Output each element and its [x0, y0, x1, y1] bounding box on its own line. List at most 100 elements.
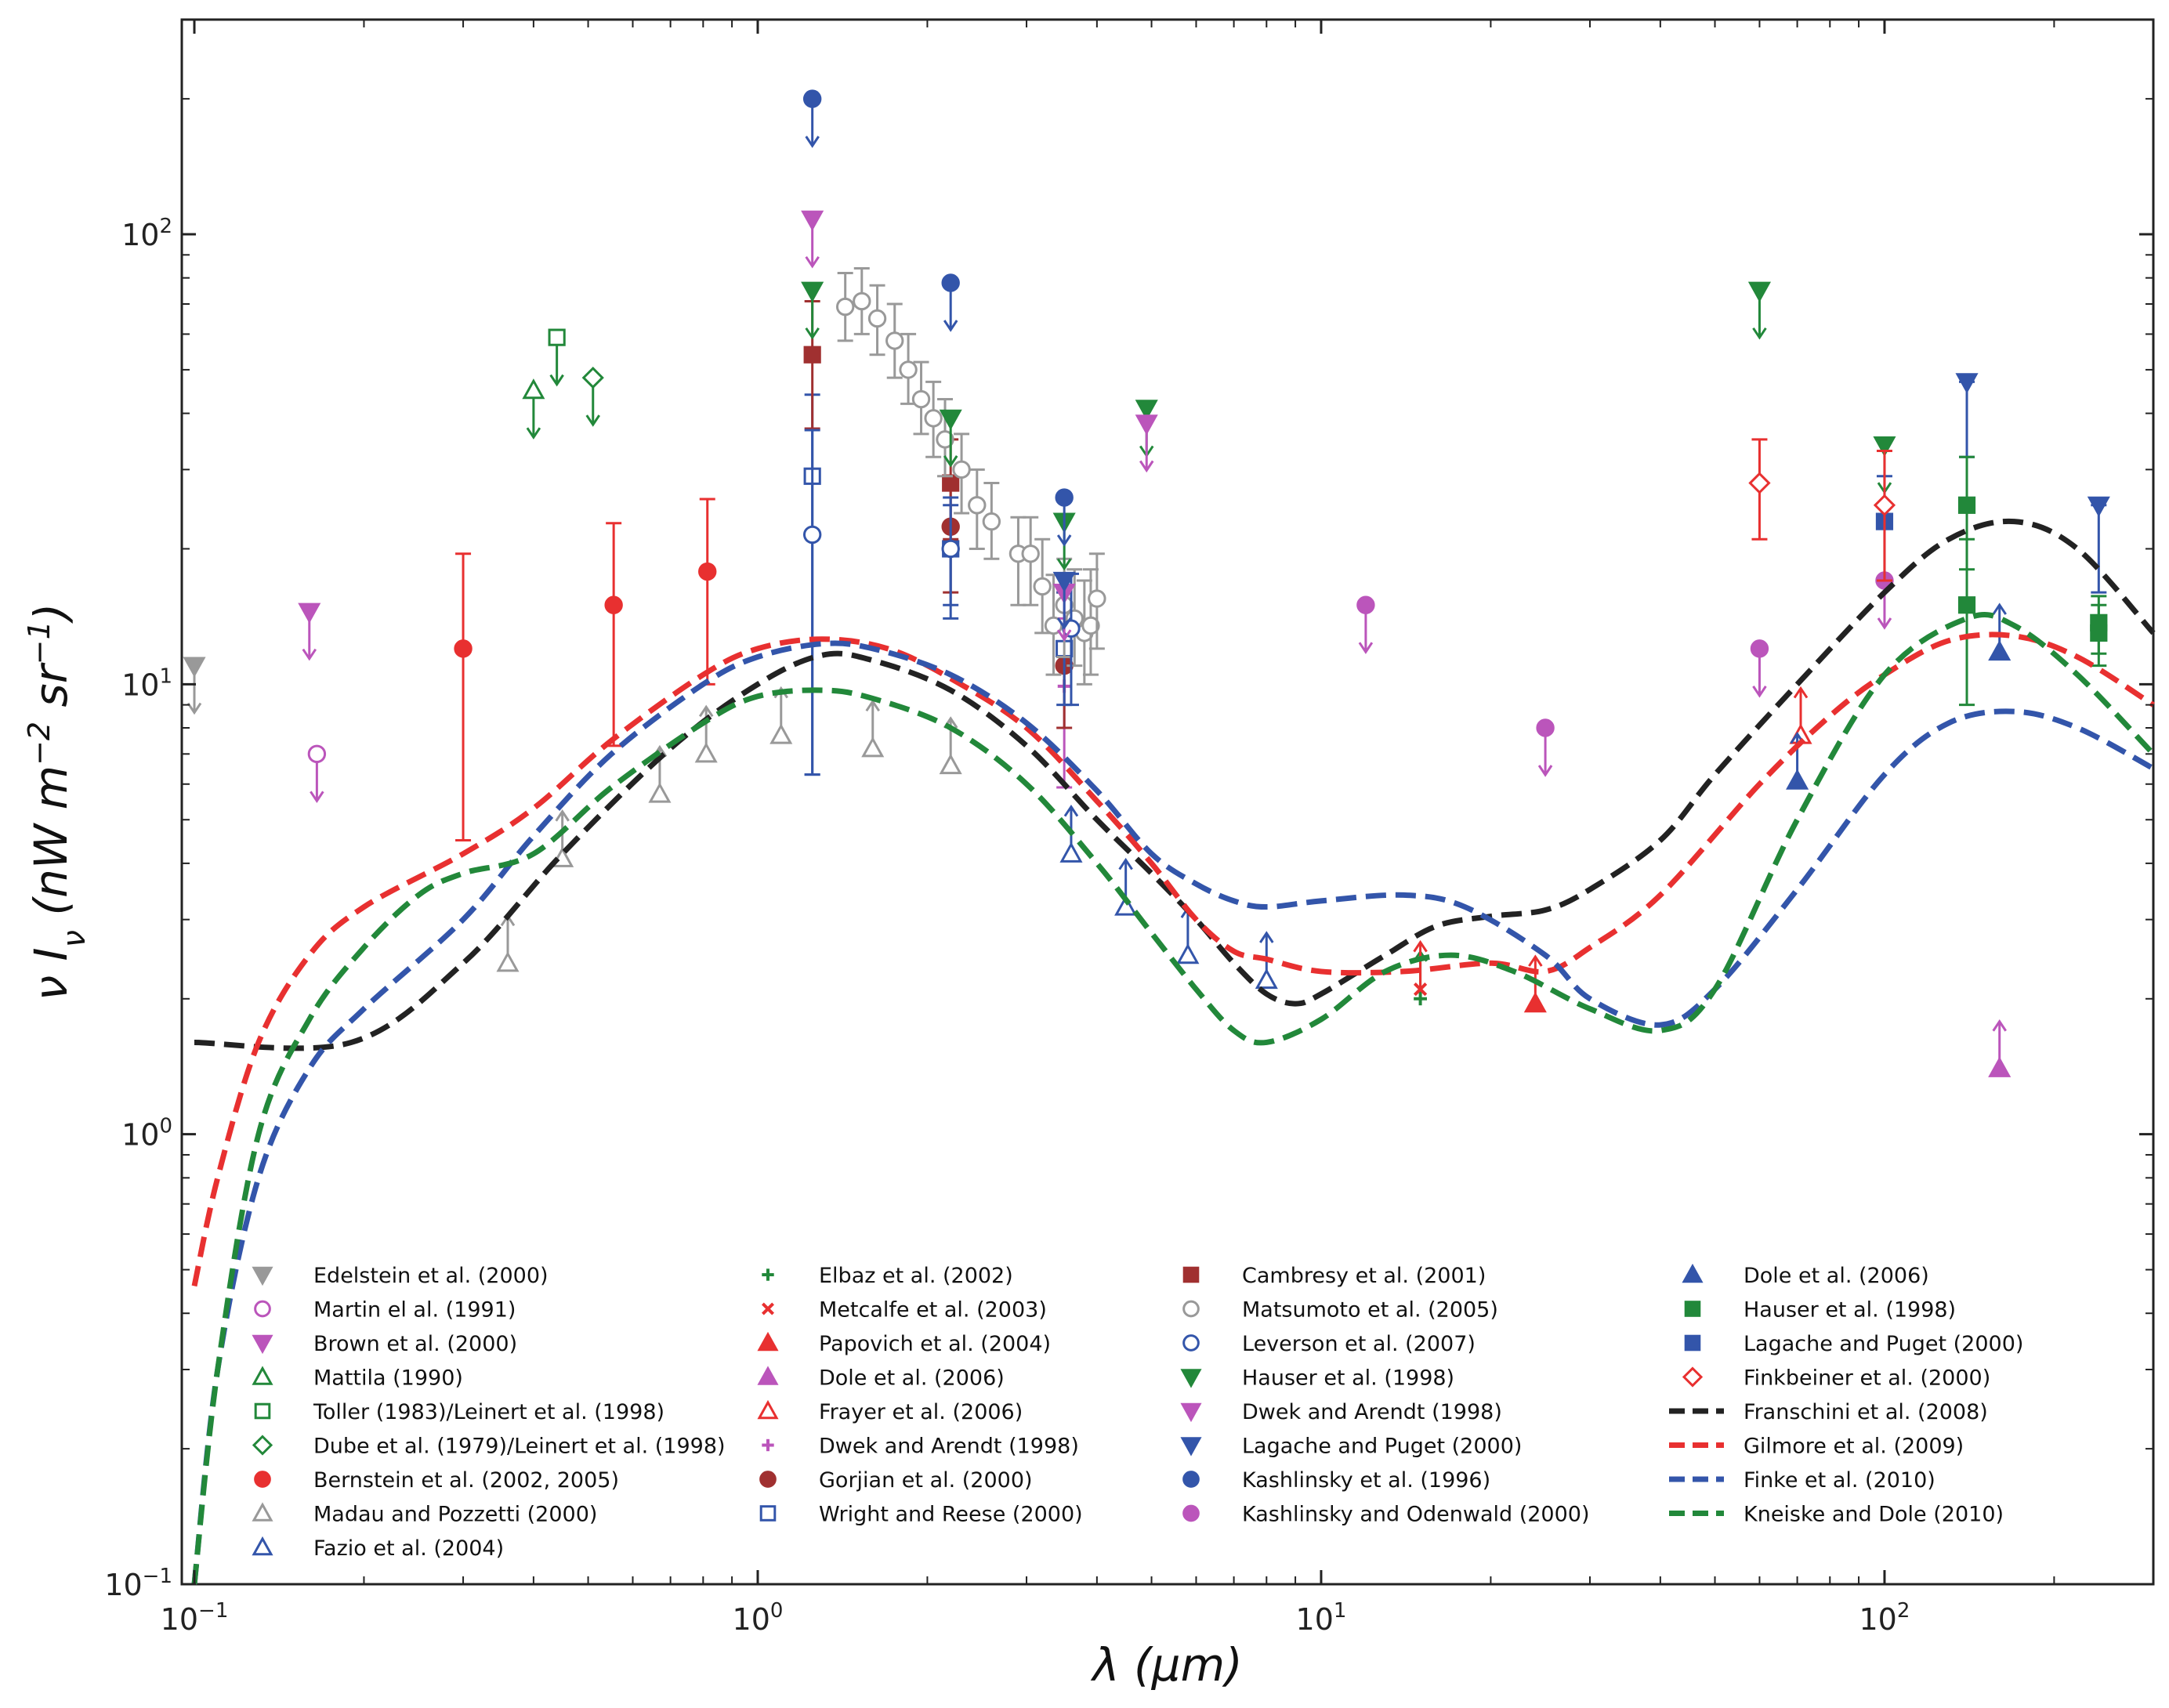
- x-tick-label: 101: [1296, 1599, 1347, 1637]
- legend-entry: Lagache and Puget (2000): [1180, 1435, 1522, 1459]
- data-point-brown-et-al-2000-0: [298, 603, 321, 661]
- data-point-matsumoto-et-al-2005-6: [924, 380, 943, 458]
- legend-entry: Leverson et al. (2007): [1182, 1332, 1476, 1356]
- data-point-edelstein-et-al-2000-0: [183, 657, 206, 715]
- y-tick-label: 100: [121, 1115, 172, 1153]
- legend-label: Lagache and Puget (2000): [1744, 1332, 2023, 1356]
- data-point-matsumoto-et-al-2005-10: [982, 482, 1001, 560]
- data-point-matsumoto-et-al-2005-18: [1081, 568, 1100, 676]
- x-tick-label: 102: [1859, 1599, 1910, 1637]
- axis-ticks: 10−1 100 101 102 10−1 100 101 102: [104, 19, 2154, 1637]
- legend-entry: Cambresy et al. (2001): [1182, 1264, 1486, 1288]
- data-point-matsumoto-et-al-2005-13: [1033, 537, 1052, 635]
- data-point-fazio-et-al-2004-3: [1255, 931, 1278, 990]
- legend-entry: Gorjian et al. (2000): [759, 1468, 1033, 1493]
- legend-entry: Matsumoto et al. (2005): [1182, 1298, 1498, 1323]
- data-point-kashlinsky-and-odenwald-2000-0: [1356, 595, 1375, 654]
- data-point-lagache-and-puget-2000-2: [2087, 496, 2110, 594]
- legend-entry: Wright and Reese (2000): [759, 1503, 1083, 1527]
- data-point-kashlinsky-and-odenwald-2000-3: [1875, 571, 1894, 630]
- y-tick-label: 101: [121, 664, 172, 702]
- legend-entry: Elbaz et al. (2002): [762, 1264, 1013, 1288]
- data-point-matsumoto-et-al-2005-1: [853, 267, 871, 335]
- legend-entry: Dwek and Arendt (1998): [1180, 1400, 1502, 1424]
- legend-label: Cambresy et al. (2001): [1242, 1264, 1486, 1288]
- legend-label: Gorjian et al. (2000): [819, 1468, 1033, 1493]
- legend-entry: Hauser et al. (1998): [1180, 1366, 1454, 1391]
- legend-label: Frayer et al. (2006): [819, 1400, 1023, 1424]
- legend-entry: Metcalfe et al. (2003): [761, 1298, 1047, 1323]
- x-axis-label: λ (μm): [1090, 1638, 1242, 1692]
- legend-entry: Madau and Pozzetti (2000): [252, 1502, 597, 1527]
- data-point-finkbeiner-et-al-2000-1: [1873, 450, 1896, 582]
- legend: Edelstein et al. (2000) Martin el al. (19…: [252, 1263, 2023, 1561]
- legend-entry: Martin el al. (1991): [254, 1298, 516, 1323]
- legend-label: Edelstein et al. (2000): [313, 1264, 549, 1288]
- legend-label: Dube et al. (1979)/Leinert et al. (1998): [313, 1435, 726, 1459]
- legend-label: Finkbeiner et al. (2000): [1744, 1366, 1990, 1391]
- data-point-toller-1983-leinert-et-al-1998-0: [548, 328, 566, 387]
- data-point-madau-and-pozzetti-2000-5: [861, 699, 885, 758]
- model-curve-kneiske-and-dole-2010: [191, 611, 2156, 1585]
- data-point-finkbeiner-et-al-2000-0: [1748, 438, 1771, 541]
- data-point-metcalfe-et-al-2003-0: [1413, 939, 1428, 997]
- legend-entry: Lagache and Puget (2000): [1684, 1332, 2023, 1356]
- legend-label: Dwek and Arendt (1998): [819, 1435, 1079, 1459]
- legend-label: Madau and Pozzetti (2000): [313, 1503, 597, 1527]
- y-axis-label: ν Iν (nW m−2 sr−1): [22, 603, 92, 1001]
- legend-label: Dole et al. (2006): [1744, 1264, 1929, 1288]
- legend-entry: Dube et al. (1979)/Leinert et al. (1998): [252, 1435, 726, 1459]
- legend-label: Kneiske and Dole (2010): [1744, 1503, 2004, 1527]
- data-point-matsumoto-et-al-2005-3: [885, 302, 904, 379]
- data-point-kashlinsky-et-al-1996-2: [1055, 488, 1074, 547]
- legend-entry: Dwek and Arendt (1998): [762, 1435, 1079, 1459]
- data-point-hauser-et-al-1998-1: [939, 409, 962, 468]
- data-point-hauser-et-al-1998-0: [801, 281, 824, 340]
- model-curves: [191, 518, 2156, 1585]
- data-point-bernstein-et-al-2002-2005-1: [604, 522, 623, 747]
- legend-label: Leverson et al. (2007): [1242, 1332, 1476, 1356]
- legend-label: Dole et al. (2006): [819, 1366, 1005, 1391]
- data-point-matsumoto-et-al-2005-2: [867, 284, 887, 356]
- model-curve-finke-et-al-2010: [191, 640, 2155, 1585]
- data-point-martin-el-al-1991-0: [307, 744, 327, 804]
- legend-entry: Finkbeiner et al. (2000): [1682, 1366, 1990, 1391]
- legend-label: Hauser et al. (1998): [1744, 1298, 1956, 1323]
- legend-entry: Bernstein et al. (2002, 2005): [254, 1468, 619, 1493]
- legend-entry: Fazio et al. (2004): [252, 1536, 504, 1561]
- data-point-hauser-et-al-1998-3: [2090, 603, 2108, 668]
- data-point-kashlinsky-et-al-1996-0: [802, 89, 822, 148]
- data-point-matsumoto-et-al-2005-19: [1088, 552, 1106, 650]
- legend-label: Wright and Reese (2000): [819, 1503, 1083, 1527]
- legend-label: Kashlinsky and Odenwald (2000): [1242, 1503, 1590, 1527]
- data-point-dwek-and-arendt-1998-2: [1135, 414, 1158, 473]
- data-point-leverson-et-al-2007-0: [802, 429, 822, 776]
- legend-entry: Finke et al. (2010): [1669, 1468, 1935, 1493]
- legend-label: Matsumoto et al. (2005): [1242, 1298, 1498, 1323]
- legend-label: Papovich et al. (2004): [819, 1332, 1051, 1356]
- legend-label: Dwek and Arendt (1998): [1242, 1400, 1502, 1424]
- legend-entry: Franschini et al. (2008): [1669, 1400, 1988, 1424]
- model-curve-franschini-et-al-2008: [194, 518, 2156, 1051]
- legend-label: Bernstein et al. (2002, 2005): [313, 1468, 619, 1493]
- data-point-madau-and-pozzetti-2000-3: [694, 704, 718, 763]
- data-point-bernstein-et-al-2002-2005-0: [454, 552, 473, 842]
- legend-entry: Dole et al. (2006): [757, 1366, 1005, 1391]
- data-point-lagache-and-puget-2000-0: [1052, 571, 1076, 630]
- legend-entry: Kashlinsky and Odenwald (2000): [1182, 1503, 1590, 1527]
- data-point-matsumoto-et-al-2005-5: [911, 360, 931, 436]
- legend-entry: Edelstein et al. (2000): [252, 1264, 549, 1288]
- data-point-dole-et-al-2006-0: [1988, 1019, 2011, 1077]
- data-point-mattila-1990-0: [522, 378, 545, 440]
- data-point-kashlinsky-and-odenwald-2000-1: [1536, 718, 1555, 777]
- data-point-matsumoto-et-al-2005-12: [1021, 516, 1040, 606]
- data-point-matsumoto-et-al-2005-9: [968, 468, 987, 550]
- data-point-matsumoto-et-al-2005-11: [1008, 516, 1028, 606]
- legend-label: Kashlinsky et al. (1996): [1242, 1468, 1490, 1493]
- legend-label: Lagache and Puget (2000): [1242, 1435, 1522, 1459]
- plot-frame: [180, 18, 2155, 1586]
- legend-entry: Papovich et al. (2004): [757, 1331, 1051, 1356]
- legend-label: Hauser et al. (1998): [1242, 1366, 1454, 1391]
- data-point-dube-et-al-1979-leinert-et-al-1998-0: [581, 366, 604, 427]
